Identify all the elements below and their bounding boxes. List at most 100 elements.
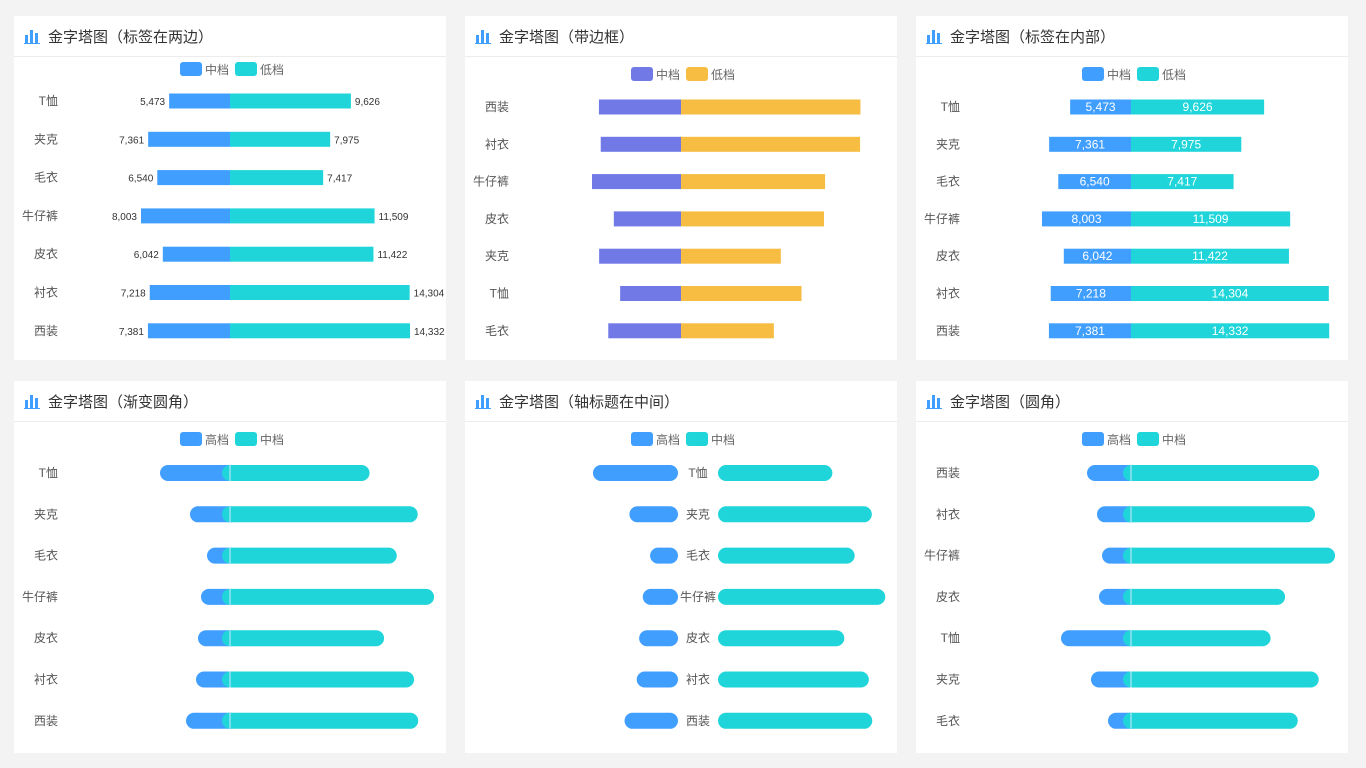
bar-低档[interactable] [230, 285, 410, 300]
bar-中档[interactable] [718, 630, 845, 647]
bar-低档[interactable] [230, 131, 331, 147]
bar-高档[interactable] [629, 506, 678, 523]
legend-item[interactable]: 中档 [656, 67, 680, 82]
legend-swatch[interactable] [180, 62, 202, 76]
bar-中档[interactable] [1123, 630, 1271, 647]
legend-item[interactable]: 高档 [205, 432, 229, 447]
bar-中档[interactable] [718, 506, 872, 523]
bar-低档[interactable] [681, 136, 861, 152]
bar-中档[interactable] [620, 286, 681, 301]
bar-中档[interactable] [718, 712, 873, 729]
bar-中档[interactable] [222, 547, 397, 564]
bar-高档[interactable] [639, 630, 678, 647]
bar-中档[interactable] [222, 506, 418, 523]
bar-低档[interactable] [1131, 211, 1291, 227]
bar-低档[interactable] [230, 170, 324, 186]
bar-中档[interactable] [718, 588, 886, 605]
bar-中档[interactable] [222, 465, 370, 481]
bar-中档[interactable] [147, 323, 230, 339]
legend-swatch[interactable] [631, 67, 653, 81]
legend-swatch[interactable] [235, 62, 257, 76]
bar-中档[interactable] [1048, 323, 1131, 339]
bar-低档[interactable] [1131, 286, 1329, 301]
legend-swatch[interactable] [1082, 432, 1104, 446]
bar-中档[interactable] [169, 93, 230, 109]
axis-tick-label: T恤 [39, 94, 58, 108]
legend-swatch[interactable] [180, 432, 202, 446]
bar-低档[interactable] [681, 99, 861, 115]
bar-低档[interactable] [1131, 99, 1265, 115]
bar-中档[interactable] [157, 170, 230, 186]
legend-swatch[interactable] [1137, 67, 1159, 81]
bar-中档[interactable] [222, 671, 415, 688]
bar-低档[interactable] [681, 174, 826, 190]
bar-中档[interactable] [1042, 211, 1131, 227]
bar-中档[interactable] [1123, 547, 1336, 564]
bar-中档[interactable] [599, 248, 681, 264]
bar-中档[interactable] [1058, 174, 1131, 190]
legend-swatch[interactable] [235, 432, 257, 446]
legend-item[interactable]: 中档 [260, 432, 284, 447]
legend-item[interactable]: 高档 [1107, 432, 1131, 447]
legend-item[interactable]: 中档 [205, 62, 229, 77]
bar-中档[interactable] [162, 246, 230, 262]
bar-低档[interactable] [230, 208, 375, 224]
legend-swatch[interactable] [631, 432, 653, 446]
bar-中档[interactable] [1049, 136, 1131, 152]
bar-低档[interactable] [1131, 136, 1242, 152]
bar-低档[interactable] [1131, 174, 1234, 190]
legend-swatch[interactable] [686, 67, 708, 81]
bar-中档[interactable] [148, 131, 230, 147]
bar-低档[interactable] [681, 248, 781, 264]
bar-中档[interactable] [1123, 671, 1319, 688]
bar-中档[interactable] [600, 136, 681, 152]
bar-低档[interactable] [681, 323, 774, 339]
legend-item[interactable]: 低档 [1162, 68, 1186, 82]
bar-高档[interactable] [592, 465, 678, 481]
legend-item[interactable]: 中档 [1107, 67, 1131, 82]
legend-item[interactable]: 低档 [260, 63, 284, 77]
bar-中档[interactable] [1050, 286, 1131, 301]
bar-高档[interactable] [1061, 630, 1139, 647]
bar-中档[interactable] [1123, 506, 1316, 523]
bar-中档[interactable] [222, 630, 385, 647]
bar-中档[interactable] [613, 211, 681, 227]
bar-中档[interactable] [592, 174, 681, 190]
bar-低档[interactable] [230, 246, 374, 262]
bar-中档[interactable] [1123, 465, 1320, 481]
bar-中档[interactable] [149, 285, 230, 300]
bar-低档[interactable] [230, 323, 411, 339]
legend-item[interactable]: 低档 [711, 68, 735, 82]
bar-中档[interactable] [222, 588, 435, 605]
legend-swatch[interactable] [686, 432, 708, 446]
bar-高档[interactable] [160, 465, 238, 481]
bar-中档[interactable] [222, 712, 419, 729]
bar-高档[interactable] [624, 712, 678, 729]
bar-低档[interactable] [230, 93, 351, 109]
bar-中档[interactable] [1063, 248, 1131, 264]
legend-item[interactable]: 高档 [656, 432, 680, 447]
legend-item[interactable]: 中档 [1162, 432, 1186, 447]
bar-低档[interactable] [1131, 323, 1330, 339]
bar-中档[interactable] [718, 547, 855, 564]
bar-中档[interactable] [718, 671, 869, 688]
legend-swatch[interactable] [1082, 67, 1104, 81]
axis-line [1130, 630, 1132, 647]
bar-低档[interactable] [1131, 248, 1289, 264]
bar-中档[interactable] [608, 323, 681, 339]
axis-tick-label: 衬衣 [34, 285, 58, 300]
legend-swatch[interactable] [1137, 432, 1159, 446]
bar-低档[interactable] [681, 211, 825, 227]
bar-中档[interactable] [718, 465, 833, 481]
bar-高档[interactable] [650, 547, 678, 564]
bar-中档[interactable] [141, 208, 230, 224]
bar-中档[interactable] [1070, 99, 1131, 115]
bar-中档[interactable] [1123, 712, 1298, 729]
bar-高档[interactable] [642, 588, 678, 605]
bar-高档[interactable] [636, 671, 678, 688]
bar-低档[interactable] [681, 286, 802, 301]
bar-中档[interactable] [1123, 588, 1286, 605]
axis-line [1130, 588, 1132, 605]
legend-item[interactable]: 中档 [711, 432, 735, 447]
bar-中档[interactable] [598, 99, 681, 115]
